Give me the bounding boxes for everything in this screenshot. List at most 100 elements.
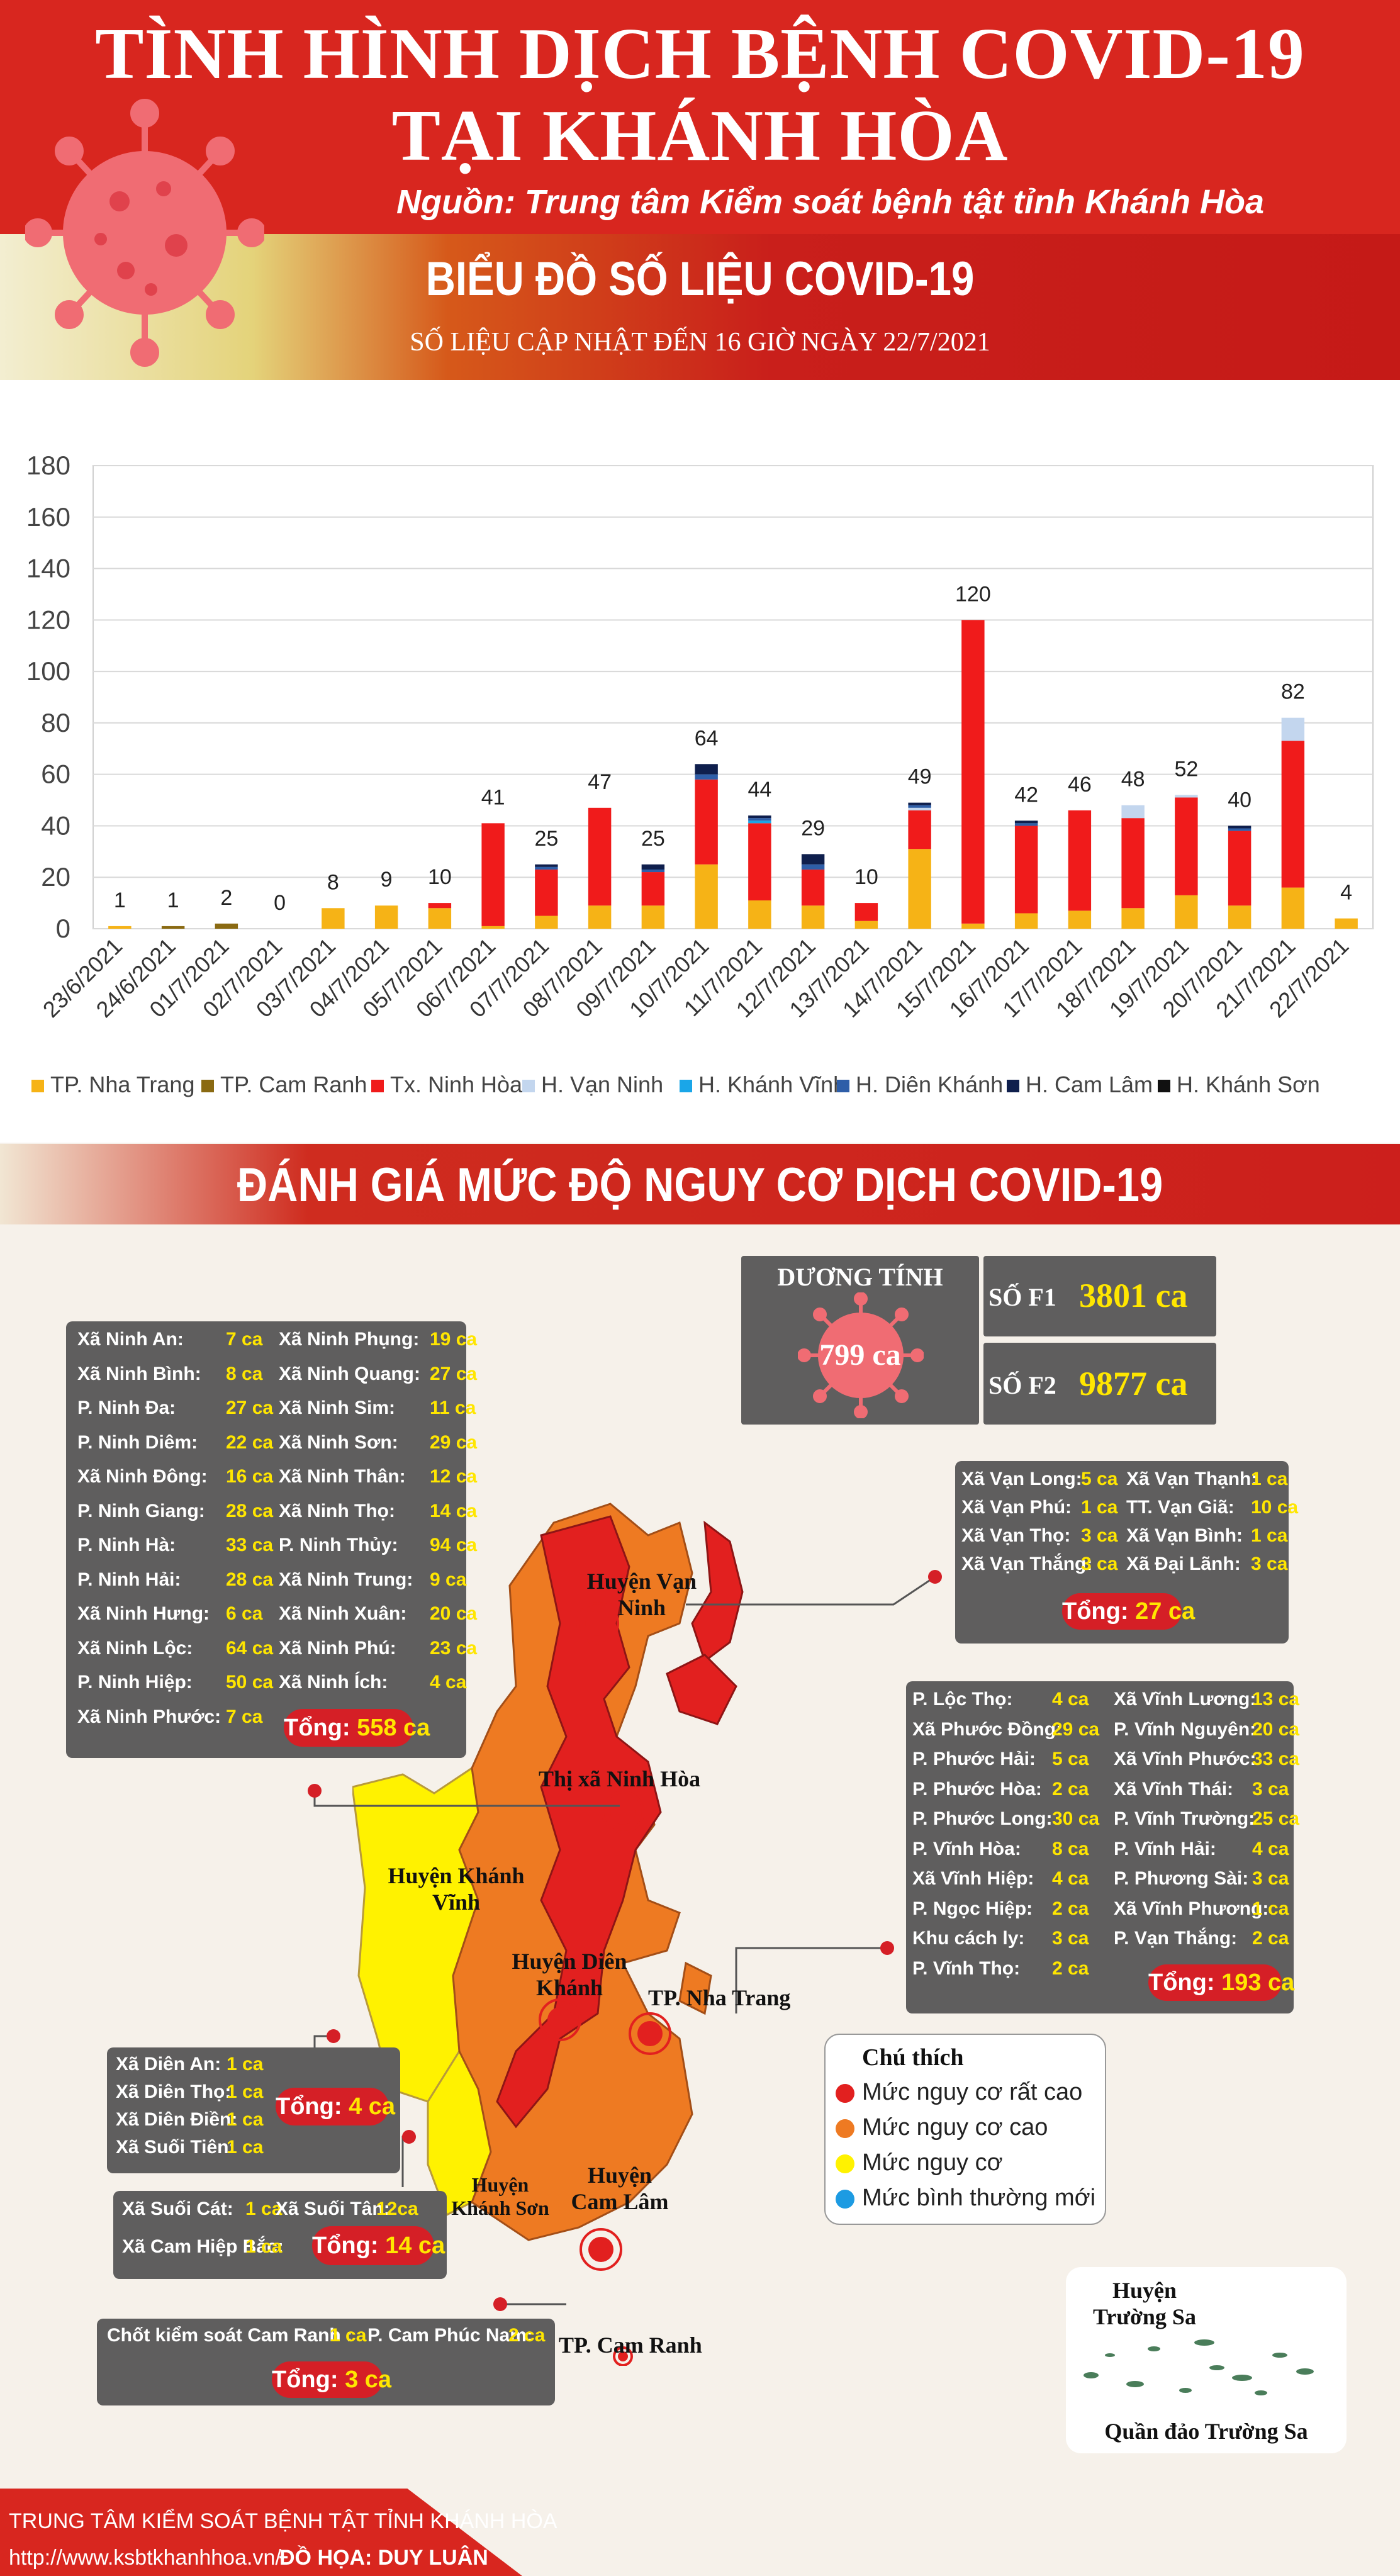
- ward-name: Xã Suối Tân:: [276, 2198, 390, 2219]
- ward-name: Xã Vạn Thắng:: [961, 1554, 1093, 1574]
- total-value: 558 ca: [357, 1715, 430, 1741]
- bar-segment: [748, 900, 771, 929]
- ward-count: 50 ca: [226, 1672, 274, 1693]
- ward-name: Xã Ninh Đông:: [77, 1466, 208, 1487]
- ward-count: 20 ca: [1252, 1718, 1300, 1740]
- ward-count: 19 ca: [430, 1329, 478, 1350]
- ward-name: P. Vĩnh Hòa:: [912, 1838, 1021, 1859]
- cam-ranh-box: Chốt kiểm soát Cam Ranh :1 ca P. Cam Phúc…: [97, 2319, 555, 2405]
- ward-count: 1 ca: [1081, 1497, 1118, 1518]
- ward-name: Xã Ninh Bình:: [77, 1363, 201, 1384]
- ward-count: 2 ca: [1052, 1957, 1089, 1979]
- bar-segment: [641, 869, 665, 873]
- ward-name: Xã Suối Cát:: [122, 2198, 233, 2219]
- legend-item-very-high: Mức nguy cơ rất cao: [836, 2079, 1082, 2106]
- legend-label: H. Khánh Vĩnh: [698, 1072, 846, 1097]
- bar-segment: [428, 908, 452, 929]
- legend-label: TP. Nha Trang: [50, 1072, 194, 1097]
- legend-label: H. Cam Lâm: [1026, 1072, 1153, 1097]
- ward-name: Xã Vĩnh Phước:: [1114, 1749, 1257, 1769]
- legend-item-new-normal: Mức bình thường mới: [836, 2185, 1095, 2212]
- legend-swatch: [371, 1080, 384, 1092]
- ward-name: P. Phước Long:: [912, 1808, 1053, 1829]
- ward-count: 1 ca: [245, 2198, 283, 2219]
- ward-count: 3 ca: [1081, 1525, 1118, 1546]
- bar-segment: [1281, 887, 1305, 929]
- ward-count: 1 ca: [1252, 1898, 1289, 1919]
- dien-khanh-box: Xã Diên An: 1 ca Xã Diên Thọ: 1 ca Xã Diên Đ…: [107, 2047, 400, 2173]
- label-van-ninh: Huyện Vạn Ninh: [586, 1569, 697, 1620]
- label-ninh-hoa: Thị xã Ninh Hòa: [539, 1766, 701, 1791]
- bar-segment: [1121, 818, 1145, 909]
- truong-sa-inset: Huyện Trường Sa Quần đảo Trường Sa: [1066, 2267, 1347, 2453]
- bar-segment: [1228, 828, 1252, 831]
- label-cam-lam: Huyện Cam Lâm: [571, 2163, 669, 2214]
- ward-count: 1 ca: [330, 2325, 367, 2346]
- y-tick-label: 180: [26, 451, 70, 480]
- ward-count: 3 ca: [1081, 1554, 1118, 1574]
- ward-name: Xã Vạn Phú:: [961, 1497, 1072, 1518]
- ward-name: P. Vĩnh Thọ:: [912, 1957, 1021, 1979]
- positive-count: 799 ca: [819, 1338, 901, 1372]
- bar-segment: [1068, 810, 1092, 911]
- ward-count: 12ca: [376, 2198, 418, 2219]
- ward-name: Xã Ninh Thân:: [279, 1466, 406, 1487]
- y-tick-label: 120: [26, 605, 70, 634]
- legend-label: TP. Cam Ranh: [220, 1072, 367, 1097]
- total-label: 47: [588, 770, 612, 794]
- bar-segment: [854, 903, 878, 921]
- ward-name: Xã Vĩnh Thái:: [1114, 1778, 1234, 1800]
- total-label: 44: [748, 778, 771, 802]
- ward-count: 3 ca: [1052, 1928, 1089, 1949]
- ward-count: 33 ca: [1252, 1749, 1300, 1769]
- ward-count: 1 ca: [227, 2081, 264, 2102]
- plot-area: [92, 465, 1374, 929]
- ward-count: 1 ca: [227, 2054, 264, 2075]
- ward-name: Xã Diên An:: [116, 2054, 221, 2075]
- ward-count: 33 ca: [226, 1535, 274, 1555]
- ward-name: Xã Suối Tiên:: [116, 2137, 235, 2158]
- daily-cases-chart: 020406080100120140160180123/6/2021124/6/…: [26, 451, 1374, 1097]
- ward-name: P. Ninh Diêm:: [77, 1431, 198, 1453]
- ward-count: 1 ca: [1251, 1469, 1288, 1489]
- bar-segment: [1335, 918, 1358, 929]
- f1-value: 3801 ca: [1079, 1277, 1188, 1314]
- ward-count: 12 ca: [430, 1466, 478, 1487]
- ward-name: Xã Ninh An:: [77, 1329, 184, 1350]
- total-label: 4: [1340, 881, 1352, 905]
- bar-segment: [535, 866, 558, 870]
- total-label: 120: [955, 582, 991, 606]
- bar-segment: [748, 818, 771, 821]
- bar-segment: [1121, 908, 1145, 929]
- bar-segment: [1281, 741, 1305, 888]
- bar-segment: [481, 926, 505, 929]
- ward-name: Xã Diên Điền:: [116, 2109, 238, 2130]
- bar-segment: [748, 815, 771, 819]
- ward-count: 11 ca: [430, 1397, 476, 1418]
- total-label: 8: [327, 870, 339, 894]
- label-truong-sa-islands: Quần đảo Trường Sa: [1104, 2419, 1308, 2444]
- page-title-line2: TẠI KHÁNH HÒA: [391, 96, 1009, 176]
- ward-count: 3 ca: [1252, 1778, 1289, 1800]
- ward-count: 29 ca: [1052, 1718, 1100, 1740]
- total-label: 1: [114, 888, 126, 912]
- total-label: Tổng:: [312, 2232, 379, 2259]
- risk-heading: ĐÁNH GIÁ MỨC ĐỘ NGUY CƠ DỊCH COVID-19: [237, 1158, 1163, 1212]
- nha-trang-total: Tổng: 193 ca: [1148, 1964, 1294, 2001]
- islands-icon: [1084, 2339, 1314, 2395]
- blue-dot-icon: [836, 2189, 854, 2209]
- van-ninh-box: Xã Vạn Long: 5 ca Xã Vạn Thạnh: 1 ca Xã Vạn …: [955, 1461, 1298, 1644]
- bar-segment: [1014, 826, 1038, 914]
- bar-segment: [1121, 805, 1145, 819]
- total-label: 52: [1174, 757, 1198, 781]
- bar-segment: [1281, 717, 1305, 741]
- total-label: 40: [1228, 788, 1252, 812]
- ward-count: 4 ca: [1052, 1868, 1089, 1889]
- total-label: 25: [534, 827, 558, 851]
- bar-segment: [801, 854, 825, 865]
- ward-count: 29 ca: [430, 1431, 478, 1453]
- ward-name: P. Ninh Hà:: [77, 1535, 176, 1555]
- ward-name: Xã Ninh Xuân:: [279, 1603, 407, 1624]
- legend-label: H. Diên Khánh: [856, 1072, 1003, 1097]
- bar-segment: [1014, 820, 1038, 824]
